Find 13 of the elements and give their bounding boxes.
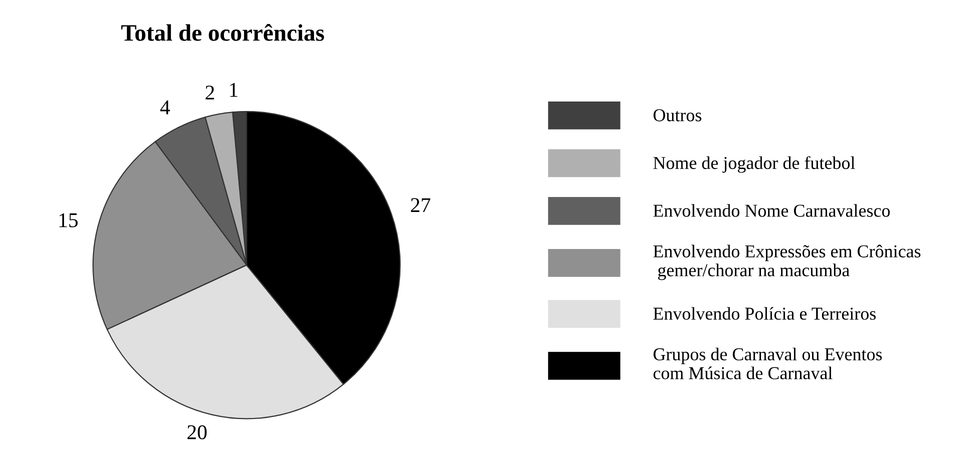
data-label: 20 [188, 425, 207, 440]
data-label: 27 [410, 198, 430, 212]
data-label: 15 [59, 213, 78, 228]
data-label: 1 [230, 82, 238, 97]
data-label: 4 [160, 100, 170, 114]
chart-title: Total de ocorrências [121, 24, 324, 41]
legend-label: Envolvendo Expressões em Crônicas gemer/chorar na macumba [653, 244, 920, 280]
legend-label: Envolvendo Polícia e Terreiros [653, 307, 876, 320]
legend-label: Outros [654, 109, 702, 122]
legend-label: Envolvendo Nome Carnavalesco [653, 204, 890, 217]
legend-label: Nome de jogador de futebol [653, 156, 856, 173]
data-label: 2 [206, 86, 214, 100]
legend-label: Grupos de Carnaval ou Eventos com Música de Carnaval [654, 348, 882, 380]
